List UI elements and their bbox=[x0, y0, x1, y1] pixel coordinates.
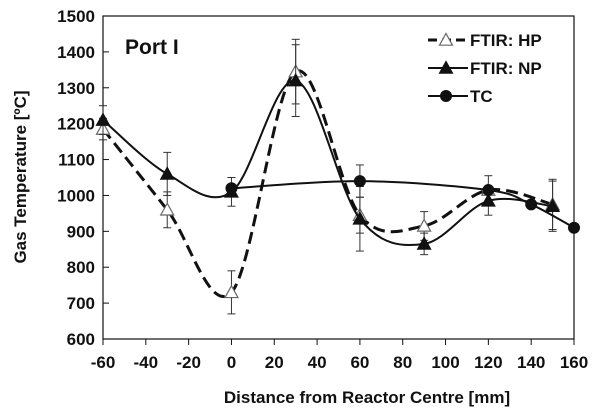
ftir-hp-point bbox=[159, 202, 175, 216]
ftir-np-point bbox=[352, 211, 368, 225]
y-tick-label: 1000 bbox=[57, 186, 95, 205]
x-axis-title: Distance from Reactor Centre [mm] bbox=[224, 388, 510, 407]
x-tick-label: -60 bbox=[91, 353, 116, 372]
y-tick-label: 1100 bbox=[58, 151, 95, 170]
panel-label: Port I bbox=[125, 36, 179, 59]
y-tick-label: 700 bbox=[67, 294, 95, 313]
x-tick-label: 20 bbox=[265, 353, 284, 372]
ftir-np-line bbox=[102, 79, 553, 247]
y-tick-label: 1300 bbox=[57, 79, 95, 98]
ftir-np-point bbox=[95, 112, 111, 126]
legend-label-tc: TC bbox=[470, 87, 493, 106]
x-tick-label: 0 bbox=[227, 353, 236, 372]
y-tick-label: 1500 bbox=[57, 7, 95, 26]
legend: FTIR: HP FTIR: NP TC bbox=[428, 31, 542, 106]
tc-point bbox=[568, 221, 580, 234]
ftir-np-point bbox=[288, 72, 304, 87]
legend-label-ftir-np: FTIR: NP bbox=[470, 59, 542, 78]
ftir-np-point bbox=[545, 198, 561, 213]
tc-point bbox=[225, 182, 238, 195]
y-tick-label: 800 bbox=[67, 258, 95, 277]
x-tick-label: 60 bbox=[350, 353, 369, 372]
y-tick-label: 1400 bbox=[57, 43, 95, 62]
x-tick-label: 120 bbox=[474, 353, 502, 372]
series-tc bbox=[225, 164, 580, 234]
ftir-hp-point bbox=[223, 284, 239, 299]
ftir-np-point bbox=[416, 236, 432, 250]
legend-label-ftir-hp: FTIR: HP bbox=[470, 31, 542, 50]
y-tick-label: 600 bbox=[67, 330, 95, 349]
x-tick-label: -20 bbox=[176, 353, 201, 372]
legend-marker-tc bbox=[440, 90, 452, 102]
tc-point bbox=[353, 175, 366, 188]
ftir-hp-point bbox=[416, 218, 432, 232]
x-tick-label: -40 bbox=[134, 353, 159, 372]
x-tick-label: 160 bbox=[560, 353, 588, 372]
plot-frame bbox=[102, 15, 575, 340]
y-tick-label: 900 bbox=[67, 222, 95, 241]
x-tick-label: 40 bbox=[308, 353, 327, 372]
tc-point bbox=[482, 184, 495, 197]
legend-marker-ftir-np bbox=[438, 60, 454, 74]
y-axis-title: Gas Temperature [ºC] bbox=[11, 90, 30, 263]
ticks: 600700800900100011001200130014001500-60-… bbox=[57, 7, 588, 372]
y-tick-label: 1200 bbox=[57, 115, 95, 134]
axes bbox=[102, 15, 575, 340]
ftir-np-point bbox=[480, 193, 496, 207]
legend-marker-ftir-hp bbox=[438, 32, 454, 46]
x-tick-label: 100 bbox=[431, 353, 459, 372]
tc-line bbox=[231, 180, 575, 229]
x-tick-label: 140 bbox=[517, 353, 545, 372]
x-tick-label: 80 bbox=[393, 353, 412, 372]
tc-point bbox=[525, 198, 538, 211]
series-area bbox=[95, 38, 580, 315]
ftir-np-point bbox=[159, 166, 175, 180]
